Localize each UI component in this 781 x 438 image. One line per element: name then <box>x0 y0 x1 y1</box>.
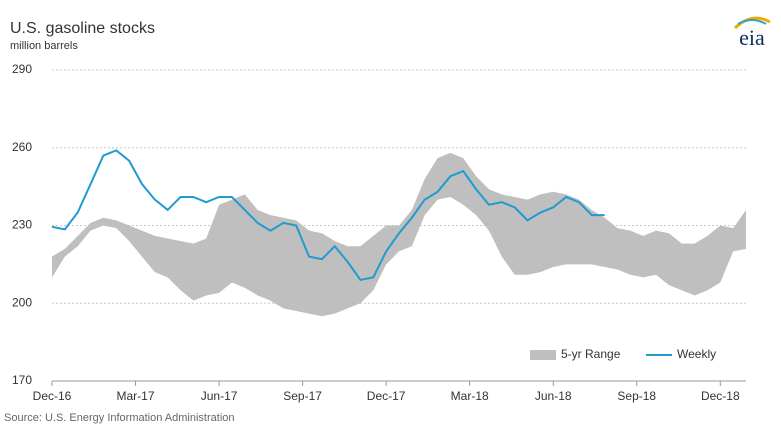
x-tick-label: Dec-16 <box>33 389 72 403</box>
legend-label: 5-yr Range <box>561 347 621 361</box>
x-tick-label: Jun-18 <box>535 389 572 403</box>
x-tick-label: Sep-18 <box>617 389 656 403</box>
chart-subtitle: million barrels <box>10 40 78 52</box>
x-tick-label: Mar-18 <box>451 389 489 403</box>
x-tick-label: Jun-17 <box>201 389 238 403</box>
chart-title: U.S. gasoline stocks <box>10 20 155 37</box>
y-tick-label: 200 <box>12 295 32 309</box>
y-tick-label: 170 <box>12 373 32 387</box>
weekly-line <box>51 149 605 282</box>
x-tick-label: Mar-17 <box>117 389 155 403</box>
legend-label: Weekly <box>677 347 716 361</box>
source: Source: U.S. Energy Information Administ… <box>4 412 235 424</box>
x-tick-label: Dec-18 <box>701 389 740 403</box>
y-tick-label: 230 <box>12 218 32 232</box>
legend-swatch <box>530 350 556 360</box>
y-tick-label: 260 <box>12 140 32 154</box>
y-tick-label: 290 <box>12 62 32 76</box>
x-tick-label: Dec-17 <box>367 389 406 403</box>
logo-arc <box>737 19 767 25</box>
logo-arc <box>733 16 771 30</box>
logo: eia <box>739 25 765 50</box>
x-tick-label: Sep-17 <box>283 389 322 403</box>
